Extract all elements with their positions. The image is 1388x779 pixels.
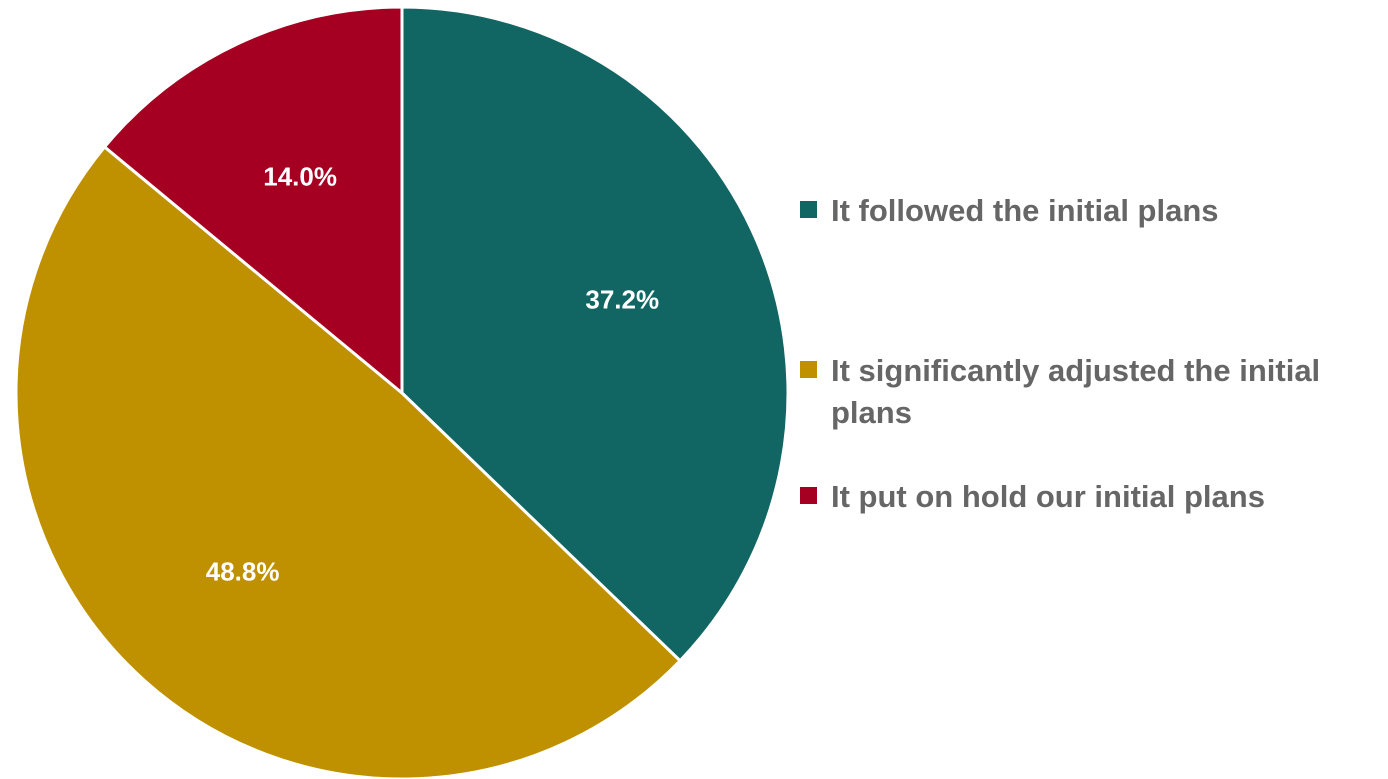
pie-slice-on-hold [103, 5, 404, 395]
pie-slice-adjusted [14, 145, 682, 779]
legend-swatch-on-hold [800, 487, 817, 504]
legend-item-on-hold: It put on hold our initial plans [800, 476, 1360, 518]
legend-label-on-hold: It put on hold our initial plans [831, 479, 1265, 514]
pie-slice-followed [400, 5, 790, 663]
legend-item-followed: It followed the initial plans [800, 190, 1360, 232]
pie-plot-area: 37.2% 48.8% 14.0% [14, 5, 790, 779]
legend-item-adjusted: It significantly adjusted the initial pl… [800, 350, 1360, 434]
legend: It followed the initial plans It signifi… [800, 190, 1360, 542]
legend-label-adjusted: It significantly adjusted the initial pl… [831, 353, 1321, 430]
pie-slices [14, 5, 790, 779]
data-label-followed: 37.2% [585, 284, 659, 314]
legend-swatch-adjusted [800, 361, 817, 378]
data-label-on-hold: 14.0% [263, 161, 337, 191]
pie-data-labels: 37.2% 48.8% 14.0% [206, 161, 659, 586]
legend-label-followed: It followed the initial plans [831, 193, 1219, 228]
data-label-adjusted: 48.8% [206, 557, 280, 587]
legend-swatch-followed [800, 201, 817, 218]
